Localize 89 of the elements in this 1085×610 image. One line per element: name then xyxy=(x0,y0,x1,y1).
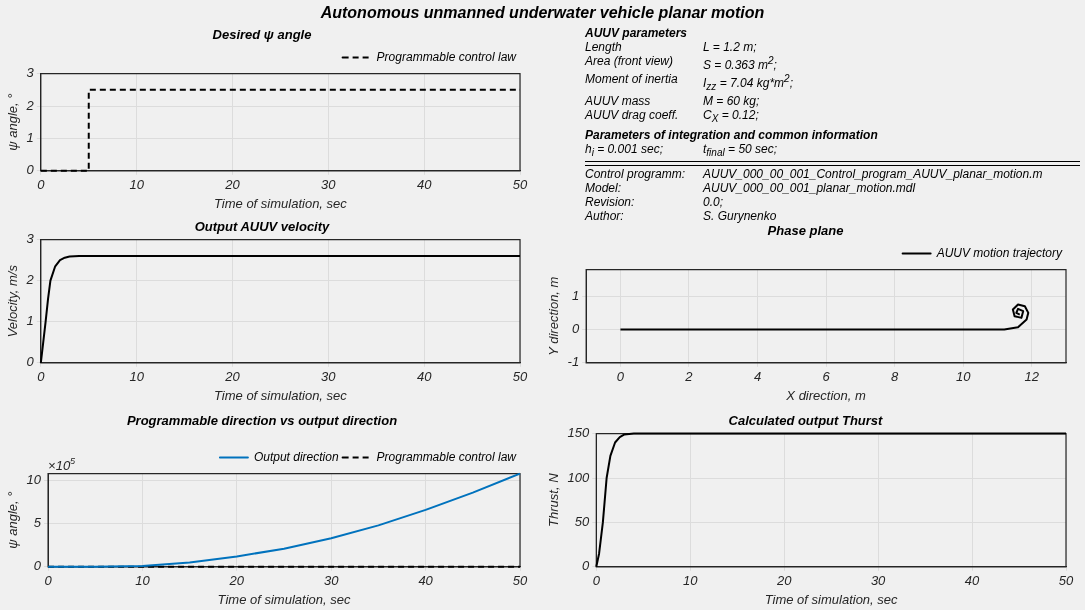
x-tick-label: 6 xyxy=(822,369,831,385)
chart-title: Desired ψ angle xyxy=(212,27,312,43)
chart-title: Calculated output Thurst xyxy=(728,413,884,429)
chart-title: Output AUUV velocity xyxy=(194,219,331,235)
x-tick-label: 10 xyxy=(129,369,145,385)
legend-label: Programmable control law xyxy=(376,49,518,64)
text: h$_{i}$ = 0.001 sec; xyxy=(585,141,664,161)
text: Area (front view) xyxy=(585,54,675,70)
text: S = 0.363 m$^{2}$; xyxy=(703,54,778,72)
x-tick-label: 40 xyxy=(416,177,433,193)
text: 0.0; xyxy=(703,195,724,210)
x-tick-label: 30 xyxy=(323,573,340,589)
text: S. Gurynenko xyxy=(703,209,778,224)
x-tick-label: 10 xyxy=(683,573,699,589)
y-tick-label: 0 xyxy=(26,354,35,370)
x-tick-label: 8 xyxy=(891,369,900,385)
x-tick-label: 4 xyxy=(753,369,762,385)
text: Length xyxy=(585,40,623,54)
text: C$_{X}$ = 0.12; xyxy=(703,108,760,127)
y-axis-title: ψ angle, ° xyxy=(5,93,21,151)
y-axis-title: ψ angle, ° xyxy=(5,491,21,549)
y-tick-label: 1 xyxy=(26,313,34,329)
legend-label: Programmable control law xyxy=(376,449,518,464)
text: Author: xyxy=(585,209,625,224)
x-tick-label: 10 xyxy=(955,369,972,385)
text: AUUV parameters xyxy=(585,26,689,40)
chart-title: Phase plane xyxy=(767,223,844,239)
text: Control programm: xyxy=(585,167,687,182)
y-tick-label: 0 xyxy=(582,558,591,574)
y-axis-title: Thrust, N xyxy=(546,472,562,527)
text: Parameters of integration and common information xyxy=(585,127,879,142)
x-tick-label: 30 xyxy=(321,369,337,385)
x-tick-label: 2 xyxy=(684,369,694,385)
x-tick-label: 40 xyxy=(418,573,434,589)
y-tick-label: 0 xyxy=(33,558,42,574)
text: AUUV_000_00_001_Control_program_AUUV_planar_motion.m xyxy=(703,167,1044,182)
y-tick-label: 0 xyxy=(571,321,580,337)
text: L = 1.2 m; xyxy=(703,40,758,54)
x-tick-label: 40 xyxy=(416,369,433,385)
chart-title: Programmable direction vs output direction xyxy=(126,413,398,429)
x-tick-label: 10 xyxy=(135,573,151,589)
x-tick-label: 20 xyxy=(775,573,793,589)
text: M = 60 kg; xyxy=(703,94,761,109)
x-tick-label: 40 xyxy=(964,573,981,589)
y-tick-label: 2 xyxy=(25,272,35,288)
x-tick-label: 10 xyxy=(129,177,145,193)
x-tick-label: 20 xyxy=(224,369,241,385)
y-axis-title: Y direction, m xyxy=(546,276,562,356)
x-tick-label: 0 xyxy=(44,573,53,589)
y-tick-label: 1 xyxy=(26,130,34,146)
x-axis-title: Time of simulation, sec xyxy=(214,387,348,403)
x-tick-label: 20 xyxy=(224,177,241,193)
x-axis-title: Time of simulation, sec xyxy=(217,591,351,607)
text: AUUV mass xyxy=(585,94,652,109)
y-tick-label: 0 xyxy=(26,162,35,178)
y-tick-label: 3 xyxy=(26,65,35,81)
x-axis-title: Time of simulation, sec xyxy=(764,591,899,607)
legend-label: Output direction xyxy=(253,449,339,464)
x-tick-label: 50 xyxy=(512,573,528,589)
text: Model: xyxy=(585,181,623,196)
y-tick-label: 5 xyxy=(33,515,42,531)
text: I$_{zz}$ = 7.04 kg*m$^{2}$; xyxy=(703,72,794,95)
x-axis-title: Time of simulation, sec xyxy=(214,195,348,211)
text: Revision: xyxy=(585,195,636,210)
text: AUUV_000_00_001_planar_motion.mdl xyxy=(703,181,917,196)
x-tick-label: 50 xyxy=(1058,573,1074,589)
x-tick-label: 0 xyxy=(592,573,601,589)
y-tick-label: 2 xyxy=(25,97,35,113)
x-tick-label: 50 xyxy=(512,177,528,193)
y-tick-label: 3 xyxy=(26,231,35,247)
text: AUUV drag coeff. xyxy=(585,108,680,125)
x-tick-label: 30 xyxy=(321,177,337,193)
y-tick-label: 10 xyxy=(26,472,42,488)
text: t$_{final}$ = 50 sec; xyxy=(703,141,779,161)
y-axis-title: Velocity, m/s xyxy=(5,264,21,338)
y-tick-label: 150 xyxy=(567,425,591,441)
x-tick-label: 20 xyxy=(228,573,245,589)
text: Moment of inertia xyxy=(585,72,679,88)
y-tick-label: 100 xyxy=(567,469,591,485)
x-tick-label: 12 xyxy=(1024,369,1040,385)
legend-label: AUUV motion trajectory xyxy=(935,245,1063,260)
y-tick-label: -1 xyxy=(567,354,580,370)
y-tick-label: 1 xyxy=(571,287,580,303)
text: Autonomous unmanned underwater vehicle planar motion xyxy=(319,3,766,23)
x-tick-label: 50 xyxy=(512,369,528,385)
y-tick-label: 50 xyxy=(574,514,591,530)
x-tick-label: 30 xyxy=(870,573,887,589)
x-tick-label: 0 xyxy=(616,369,625,385)
x-axis-title: X direction, m xyxy=(785,387,866,403)
